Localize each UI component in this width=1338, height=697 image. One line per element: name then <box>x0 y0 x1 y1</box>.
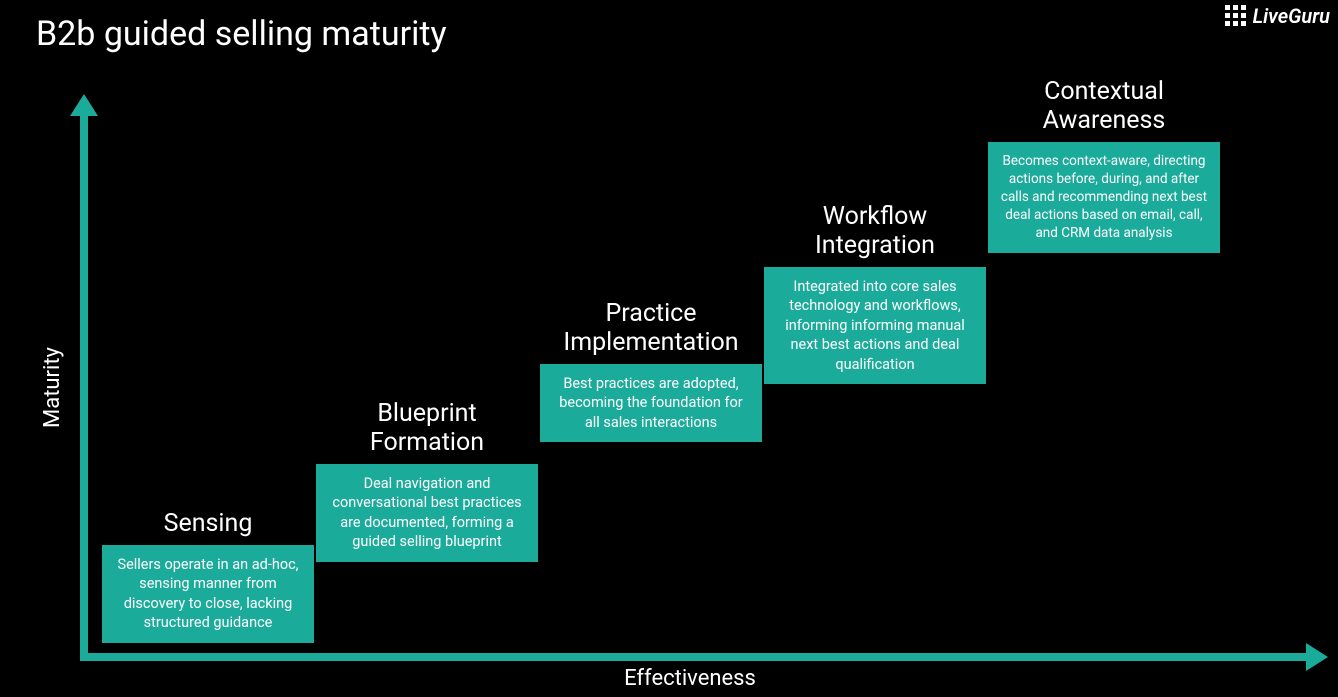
step-title: Practice Implementation <box>540 300 762 358</box>
maturity-step-sensing: Sensing Sellers operate in an ad-hoc, se… <box>102 510 314 643</box>
y-axis-label: Maturity <box>40 347 65 428</box>
x-axis-label: Effectiveness <box>60 666 1320 691</box>
maturity-step-practice: Practice Implementation Best practices a… <box>540 300 762 442</box>
step-body: Best practices are adopted, becoming the… <box>540 364 762 443</box>
step-body: Deal navigation and conversational best … <box>316 464 538 562</box>
step-body: Integrated into core sales technology an… <box>764 267 986 385</box>
maturity-chart: Maturity Effectiveness Sensing Sellers o… <box>60 110 1320 670</box>
arrow-up-icon <box>70 94 98 116</box>
step-body: Sellers operate in an ad-hoc, sensing ma… <box>102 545 314 643</box>
maturity-step-workflow: Workflow Integration Integrated into cor… <box>764 203 986 384</box>
brand-logo: LiveGuru <box>1225 4 1330 28</box>
step-title: Contextual Awareness <box>988 78 1220 136</box>
step-title: Blueprint Formation <box>316 400 538 458</box>
y-axis-line <box>80 110 88 657</box>
step-title: Workflow Integration <box>764 203 986 261</box>
page-title: B2b guided selling maturity <box>36 14 447 54</box>
maturity-step-blueprint: Blueprint Formation Deal navigation and … <box>316 400 538 562</box>
step-title: Sensing <box>102 510 314 539</box>
brand-mark-icon <box>1225 5 1247 27</box>
maturity-step-contextual: Contextual Awareness Becomes context-awa… <box>988 78 1220 253</box>
step-body: Becomes context-aware, directing actions… <box>988 142 1220 253</box>
x-axis-line <box>80 653 1310 661</box>
brand-name: LiveGuru <box>1253 4 1330 28</box>
